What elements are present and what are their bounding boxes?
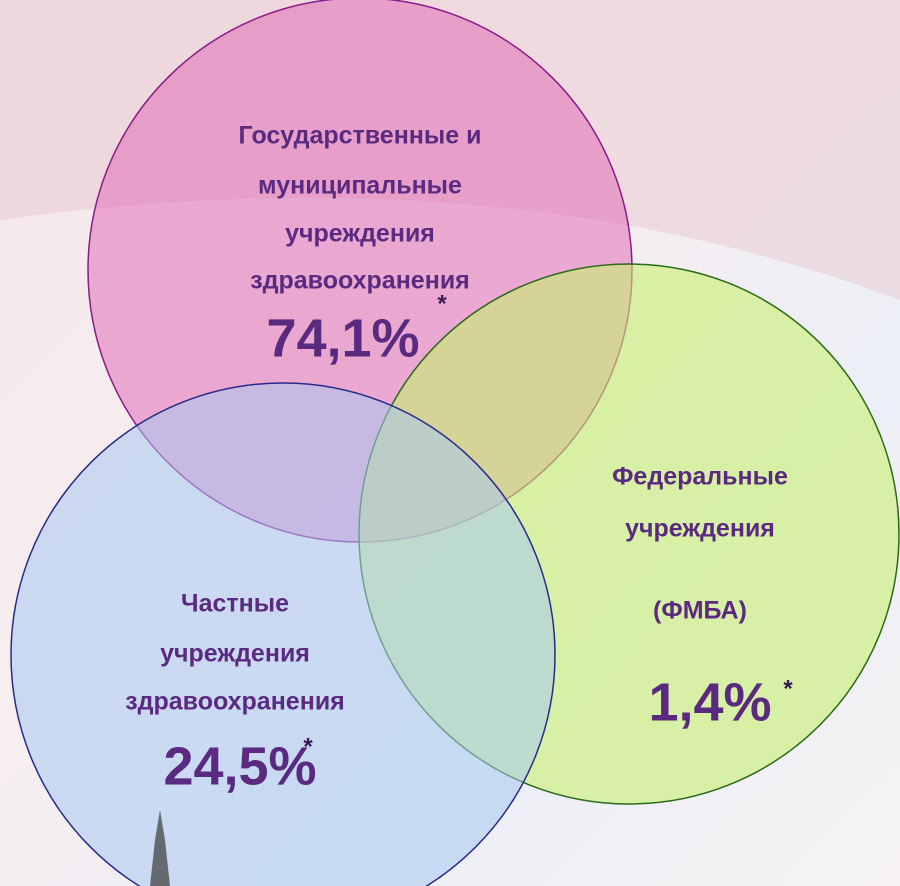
node-value: 74,1% xyxy=(266,308,419,368)
node-label: Федеральные xyxy=(612,463,788,491)
node-label: здравоохранения xyxy=(250,267,470,295)
node-note: * xyxy=(303,733,313,760)
node-label: Частные xyxy=(181,590,289,618)
node-note: * xyxy=(437,290,447,317)
circle-private xyxy=(10,382,556,886)
node-label: здравоохранения xyxy=(125,688,345,716)
node-value: 1,4% xyxy=(648,672,771,732)
node-value: 24,5% xyxy=(163,736,316,796)
node-label: учреждения xyxy=(160,640,310,668)
spire-silhouette xyxy=(150,810,170,886)
node-label: муниципальные xyxy=(258,172,462,200)
node-label: учреждения xyxy=(625,515,775,543)
node-note: * xyxy=(783,675,793,702)
node-label: Государственные и xyxy=(239,122,482,150)
node-label: учреждения xyxy=(285,220,435,248)
node-label: (ФМБА) xyxy=(653,597,747,625)
